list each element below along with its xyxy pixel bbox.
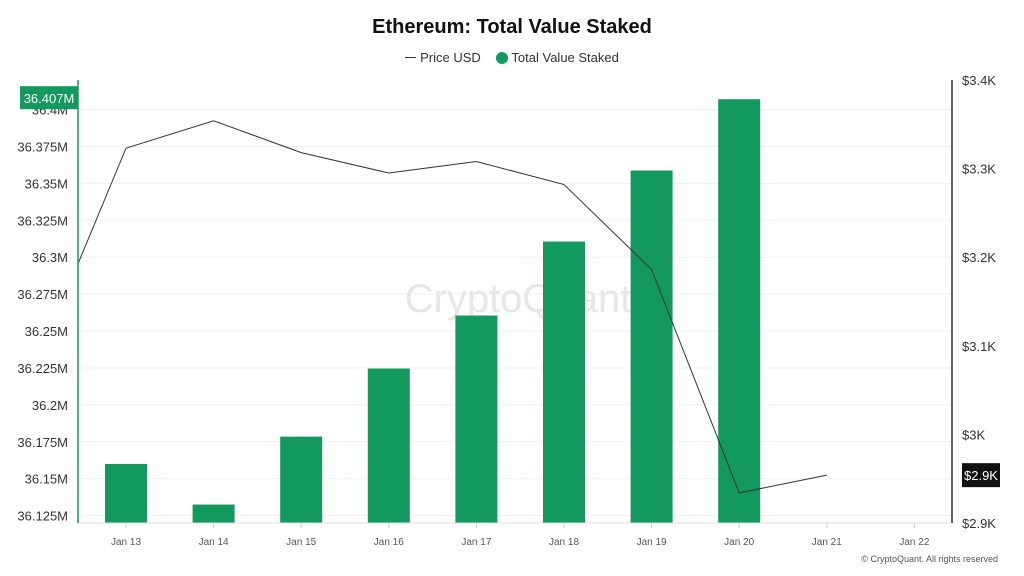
x-tick-label: Jan 17 <box>461 537 491 548</box>
left-highlight-box <box>20 86 78 110</box>
legend: Price USD Total Value Staked <box>0 49 1024 65</box>
left-tick-label: 36.125M <box>17 509 68 524</box>
x-tick-label: Jan 19 <box>637 537 667 548</box>
right-tick-label: $2.9K <box>962 516 996 531</box>
right-tick-label: $3.3K <box>962 162 996 177</box>
left-highlight-label: 36.407M <box>24 91 75 106</box>
x-tick-label: Jan 18 <box>549 537 579 548</box>
price-line <box>78 120 827 494</box>
x-tick-label: Jan 22 <box>899 537 929 548</box>
legend-line-icon <box>405 57 417 59</box>
bar-jan-15 <box>280 436 323 523</box>
left-tick-label: 36.25M <box>25 324 68 339</box>
right-tick-label: $3.2K <box>962 250 996 265</box>
legend-staked[interactable]: Total Value Staked <box>511 50 619 66</box>
bar-jan-14 <box>192 504 235 523</box>
bar-jan-13 <box>105 463 147 523</box>
x-tick-label: Jan 16 <box>374 537 404 548</box>
left-tick-label: 36.15M <box>25 472 68 487</box>
left-tick-label: 36.325M <box>17 213 68 228</box>
bar-jan-18 <box>543 241 585 523</box>
right-tick-label: $3.1K <box>962 339 996 354</box>
left-tick-label: 36.225M <box>17 361 68 376</box>
left-tick-label: 36.275M <box>17 287 68 302</box>
copyright: © CryptoQuant. All rights reserved <box>861 554 998 564</box>
x-tick-label: Jan 21 <box>812 537 842 548</box>
left-tick-label: 36.2M <box>32 398 68 413</box>
left-tick-label: 36.35M <box>25 176 68 191</box>
x-tick-label: Jan 13 <box>111 537 141 548</box>
x-tick-label: Jan 20 <box>724 537 754 548</box>
bar-jan-19 <box>630 170 673 524</box>
right-tick-label: $3.4K <box>962 73 996 88</box>
watermark: CryptoQuant <box>405 277 632 321</box>
bar-jan-20 <box>718 99 761 524</box>
right-highlight-box <box>962 463 1000 488</box>
x-tick-label: Jan 15 <box>286 537 316 548</box>
left-tick-label: 36.375M <box>17 139 68 154</box>
bar-jan-17 <box>455 315 498 523</box>
x-tick-label: Jan 14 <box>199 537 229 548</box>
chart-title: Ethereum: Total Value Staked <box>372 16 652 38</box>
legend-price[interactable]: Price USD <box>420 50 481 66</box>
left-tick-label: 36.3M <box>32 250 68 265</box>
right-highlight-label: $2.9K <box>964 468 998 483</box>
bar-jan-16 <box>367 368 410 523</box>
right-tick-label: $3K <box>962 427 985 442</box>
legend-dot-icon <box>496 51 509 64</box>
left-tick-label: 36.175M <box>17 435 68 450</box>
